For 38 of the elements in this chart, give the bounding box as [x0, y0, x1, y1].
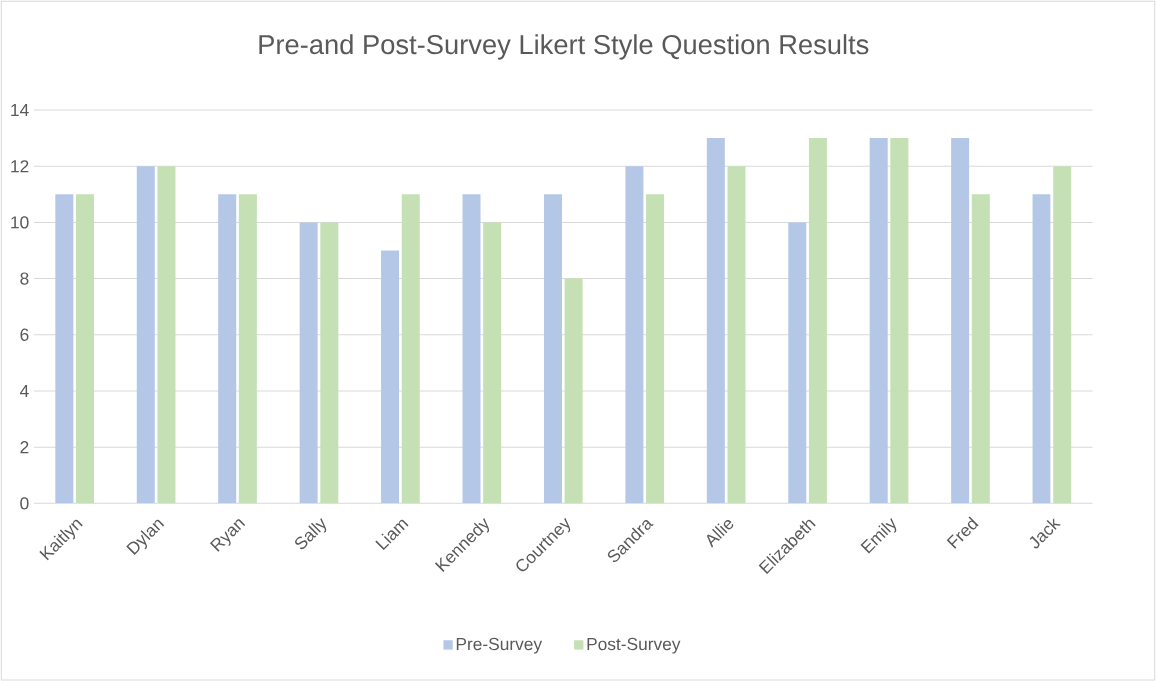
bar [808, 137, 827, 504]
bar [299, 222, 318, 504]
bar [218, 194, 237, 504]
y-tick-label: 8 [20, 272, 29, 285]
bar [462, 194, 481, 504]
bar [727, 166, 746, 504]
y-tick-label: 2 [20, 440, 29, 454]
bar [1032, 194, 1051, 504]
chart-title: Pre-and Post-Survey Likert Style Question Results [259, 34, 869, 60]
bar [381, 250, 400, 504]
bar [788, 222, 807, 504]
bar [320, 222, 339, 504]
bar [238, 194, 257, 504]
bar [136, 166, 155, 504]
bar [76, 194, 95, 504]
y-tick-label: 6 [20, 328, 29, 341]
bar [625, 166, 644, 504]
bar [706, 137, 725, 504]
legend-label: Pre-Survey [456, 637, 543, 654]
y-tick-label: 14 [11, 103, 29, 116]
y-tick-label: 12 [11, 159, 29, 173]
y-tick-label: 4 [20, 384, 29, 397]
bar [483, 222, 502, 504]
y-tick-label: 10 [11, 216, 29, 229]
bar [1053, 166, 1072, 504]
x-tick-label: Allie [706, 519, 734, 548]
y-tick-label: 0 [20, 497, 29, 510]
bar [564, 278, 583, 504]
bar [890, 137, 909, 504]
bar [951, 137, 970, 504]
bar [55, 194, 74, 504]
bar [646, 194, 665, 504]
bar [401, 194, 420, 504]
bar [157, 166, 176, 504]
bar [869, 137, 888, 504]
bar [971, 194, 990, 504]
legend-label: Post-Survey [587, 637, 681, 654]
bar [543, 194, 562, 504]
